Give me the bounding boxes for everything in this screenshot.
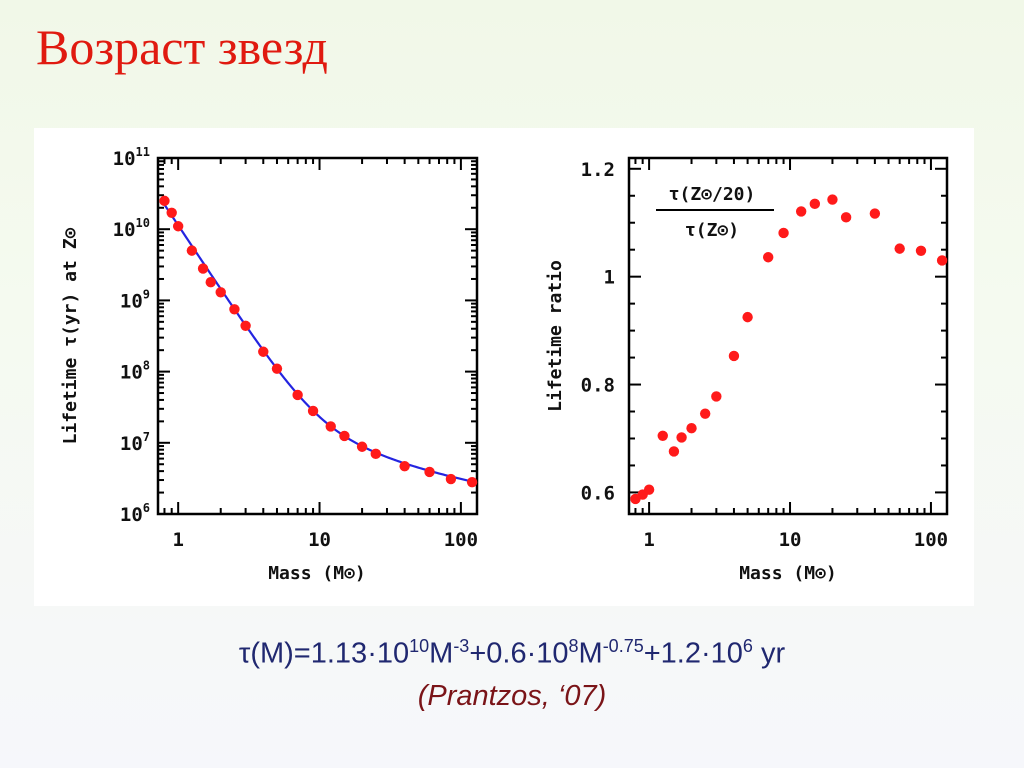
- lifetime-data-point: [370, 448, 381, 460]
- lifetime-chart: 106 107 108 109 1010 1011 1 10 100 Mass (M⊙) Li…: [60, 145, 479, 584]
- ratio-data-point: [894, 243, 905, 254]
- ratio-annotation-numerator: τ(Z⊙/20): [669, 184, 756, 205]
- lifetime-y-tick-label: 106: [120, 501, 150, 526]
- lifetime-data-point: [159, 195, 170, 207]
- lifetime-ratio-chart: 0.6 0.8 1 1.2 1 10 100 τ(Z⊙/20) τ(Z⊙) Mass (M…: [545, 156, 949, 584]
- lifetime-y-tick-label: 1011: [113, 145, 150, 170]
- ratio-data-point: [915, 245, 927, 256]
- ratio-data-point: [869, 208, 881, 219]
- lifetime-y-tick-label: 1010: [113, 216, 150, 241]
- slide-title: Возраст звезд: [36, 19, 328, 75]
- ratio-x-tick-label: 10: [779, 529, 802, 551]
- lifetime-data-point: [172, 221, 184, 232]
- lifetime-data-point: [399, 460, 410, 472]
- lifetime-fit-line: [161, 201, 475, 484]
- ratio-data-point: [728, 350, 740, 362]
- ratio-data-point: [809, 198, 821, 210]
- lifetime-data-point: [240, 320, 251, 331]
- lifetime-data-point: [466, 476, 478, 488]
- lifetime-data-point: [166, 207, 177, 218]
- ratio-y-tick-label: 0.8: [581, 375, 615, 397]
- formula-part: +1.2: [643, 637, 701, 670]
- ratio-data-point: [676, 432, 687, 443]
- lifetime-x-tick-label: 100: [444, 529, 478, 551]
- lifetime-y-axis-label: Lifetime τ(yr) at Z⊙: [60, 227, 81, 444]
- lifetime-chart-frame: [156, 156, 479, 516]
- lifetime-formula: τ(M)=1.13·1010M-3+0.6·108M-0.75+1.2·106 …: [0, 636, 1024, 671]
- lifetime-data-point: [325, 421, 336, 432]
- lifetime-x-tick-label: 1: [172, 529, 183, 551]
- ratio-data-point: [936, 255, 948, 266]
- lifetime-data-point: [356, 441, 368, 452]
- lifetime-data-point: [205, 277, 216, 288]
- ratio-data-point: [643, 484, 655, 495]
- lifetime-x-tick-label: 10: [308, 529, 331, 551]
- formula-exponent: 6: [742, 636, 753, 656]
- ratio-data-point: [686, 423, 697, 434]
- lifetime-data-point: [258, 346, 269, 357]
- ratio-data-point: [657, 430, 668, 441]
- ratio-y-tick-label: 0.6: [581, 482, 615, 504]
- formula-exponent: -3: [453, 636, 470, 656]
- lifetime-data-point: [215, 287, 226, 298]
- formula-exponent: -0.75: [602, 636, 644, 656]
- ratio-annotation: τ(Z⊙/20) τ(Z⊙): [656, 184, 774, 241]
- ratio-y-axis-label: Lifetime ratio: [545, 260, 566, 412]
- formula-exponent: 8: [568, 636, 579, 656]
- lifetime-y-tick-label: 108: [120, 359, 150, 384]
- lifetime-y-tick-label: 109: [120, 287, 150, 312]
- lifetime-y-tick-label: 107: [120, 430, 150, 455]
- ratio-data-point: [778, 227, 789, 239]
- formula-part: τ(M)=1.13: [238, 637, 368, 670]
- lifetime-data-point: [424, 466, 435, 478]
- formula-part: ·10: [367, 637, 410, 670]
- ratio-y-tick-label: 1.2: [581, 159, 615, 181]
- formula-part: M: [429, 637, 454, 670]
- ratio-data-point: [711, 391, 722, 402]
- lifetime-data-point: [197, 263, 209, 274]
- lifetime-x-axis-label: Mass (M⊙): [268, 563, 366, 584]
- formula-exponent: 10: [409, 636, 430, 656]
- formula-part: M: [578, 637, 603, 670]
- ratio-data-point: [699, 408, 711, 419]
- ratio-data-point: [827, 194, 838, 205]
- ratio-data-point: [668, 446, 680, 457]
- formula-part: yr: [752, 637, 786, 670]
- formula-part: +0.6: [469, 637, 527, 670]
- lifetime-data-point: [307, 405, 319, 417]
- lifetime-data-point: [186, 245, 198, 256]
- lifetime-data-point: [339, 430, 350, 442]
- formula-part: ·10: [700, 637, 743, 670]
- ratio-x-tick-label: 1: [643, 529, 654, 551]
- formula-part: ·10: [526, 637, 569, 670]
- ratio-data-point: [795, 206, 807, 217]
- figure-panel: 106 107 108 109 1010 1011 1 10 100 Mass (M⊙) Li…: [34, 128, 974, 606]
- ratio-y-tick-label: 1: [604, 267, 615, 289]
- lifetime-data-point: [445, 473, 457, 485]
- ratio-annotation-denominator: τ(Z⊙): [685, 220, 739, 241]
- ratio-x-tick-label: 100: [914, 529, 948, 551]
- lifetime-data-point: [271, 363, 283, 374]
- lifetime-data-point: [292, 389, 303, 401]
- ratio-data-point: [762, 252, 774, 263]
- ratio-data-point: [742, 311, 753, 323]
- lifetime-data-point: [229, 304, 240, 315]
- ratio-data-point: [840, 212, 852, 223]
- ratio-x-axis-label: Mass (M⊙): [739, 563, 837, 584]
- citation: (Prantzos, ‘07): [417, 680, 607, 712]
- lifetime-ratio-chart-frame: [627, 156, 949, 516]
